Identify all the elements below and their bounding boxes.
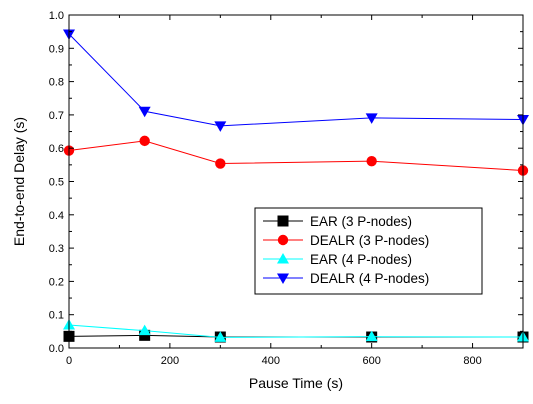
data-point-4-2 <box>138 106 151 118</box>
legend-label: EAR (3 P-nodes) <box>310 214 412 229</box>
legend-entry: DEALR (4 P-nodes) <box>263 271 429 286</box>
data-point-4-3 <box>214 121 227 132</box>
y-tick-label: 1.0 <box>49 10 64 22</box>
y-tick-label: 0.8 <box>49 77 64 89</box>
legend-marker <box>277 253 289 264</box>
x-tick-label: 400 <box>262 355 280 367</box>
legend-box <box>254 207 483 295</box>
data-point-3-3 <box>214 331 227 342</box>
x-tick-label: 600 <box>362 355 380 367</box>
y-axis-label: End-to-end Delay (s) <box>11 117 27 246</box>
data-point-3-2 <box>138 324 151 336</box>
x-axis-label: Pause Time (s) <box>249 375 343 391</box>
legend-entry: EAR (4 P-nodes) <box>263 252 412 267</box>
data-point-3-4 <box>365 330 378 342</box>
legend-label: DEALR (4 P-nodes) <box>310 271 429 286</box>
data-point-2-2 <box>139 135 150 147</box>
y-tick-label: 0.2 <box>49 276 64 288</box>
axes-layer: 0 200 400 600 800 0.0 0.1 0.2 0.3 0.4 0.5 0.6 0.7 0.8… <box>49 10 524 367</box>
legend-label: DEALR (3 P-nodes) <box>310 233 429 248</box>
legend-entry: DEALR (3 P-nodes) <box>263 233 429 248</box>
y-tick-label: 0.3 <box>49 243 64 255</box>
data-point-1-2 <box>139 329 151 341</box>
y-tick-label: 0.9 <box>49 43 64 55</box>
legend-entry: EAR (3 P-nodes) <box>263 214 412 229</box>
x-tick-label: 800 <box>463 355 481 367</box>
data-point-2-3 <box>215 158 226 169</box>
legend-label: EAR (4 P-nodes) <box>310 252 412 267</box>
legend: EAR (3 P-nodes) DEALR (3 P-nodes) EAR (4 P… <box>254 207 483 295</box>
y-tick-label: 0.7 <box>49 110 64 122</box>
legend-marker <box>277 215 289 227</box>
legend-marker <box>277 234 289 246</box>
y-tick-label: 0.5 <box>49 177 64 189</box>
x-tick-label: 200 <box>161 355 179 367</box>
y-tick-label: 0.0 <box>49 343 64 355</box>
x-tick-label: 0 <box>66 355 72 367</box>
y-tick-label: 0.6 <box>49 143 64 155</box>
y-tick-label: 0.4 <box>49 210 64 222</box>
data-point-2-4 <box>366 155 377 167</box>
y-tick-label: 0.1 <box>49 310 64 322</box>
data-point-4-4 <box>365 113 378 124</box>
legend-marker <box>277 273 289 284</box>
series-layer <box>63 29 529 343</box>
